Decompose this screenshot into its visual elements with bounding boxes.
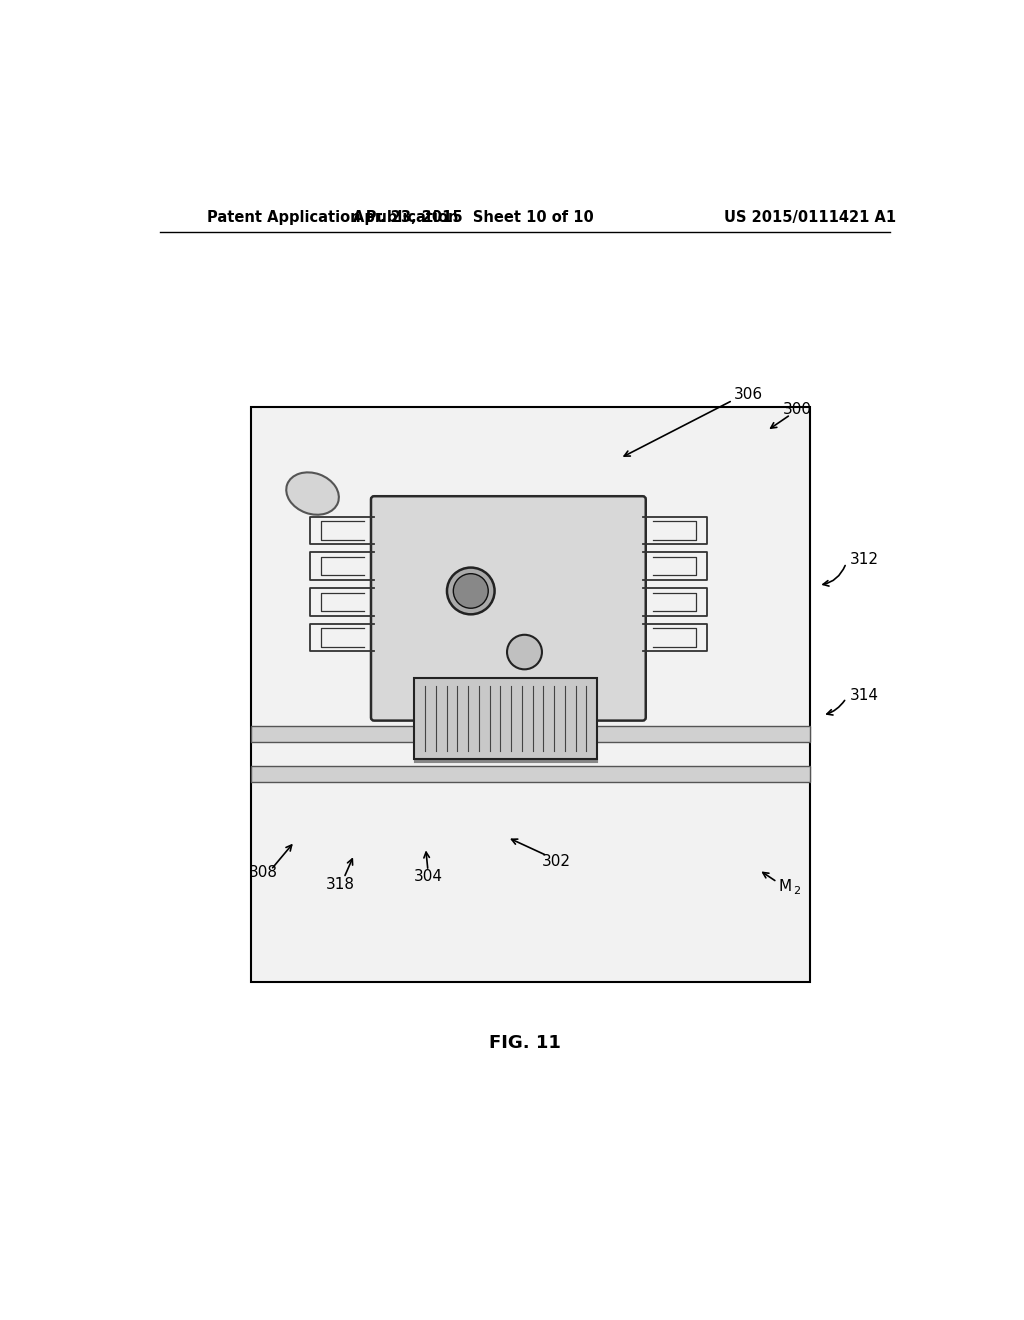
Bar xyxy=(251,767,810,783)
Text: Patent Application Publication: Patent Application Publication xyxy=(207,210,459,224)
Ellipse shape xyxy=(287,473,339,515)
Text: 300: 300 xyxy=(782,403,811,417)
Ellipse shape xyxy=(507,635,542,669)
Ellipse shape xyxy=(446,568,495,614)
Text: 315: 315 xyxy=(506,614,536,628)
FancyArrowPatch shape xyxy=(826,701,845,715)
Text: 320: 320 xyxy=(449,593,477,609)
Text: 314: 314 xyxy=(850,688,880,702)
FancyBboxPatch shape xyxy=(371,496,646,721)
Text: FIG. 11: FIG. 11 xyxy=(488,1034,561,1052)
Text: Apr. 23, 2015  Sheet 10 of 10: Apr. 23, 2015 Sheet 10 of 10 xyxy=(353,210,594,224)
Text: 322: 322 xyxy=(409,525,437,540)
Text: 302: 302 xyxy=(542,854,571,870)
Text: US 2015/0111421 A1: US 2015/0111421 A1 xyxy=(724,210,897,224)
Text: 306: 306 xyxy=(734,387,763,401)
Ellipse shape xyxy=(454,574,488,609)
Text: 304: 304 xyxy=(414,870,442,884)
Text: 318: 318 xyxy=(327,876,355,891)
Text: 316: 316 xyxy=(618,590,648,605)
Text: 308: 308 xyxy=(249,866,278,880)
Text: M: M xyxy=(778,879,792,894)
Text: 2: 2 xyxy=(793,886,800,896)
Bar xyxy=(415,678,597,759)
Bar xyxy=(251,726,810,742)
Text: 312: 312 xyxy=(850,552,880,568)
FancyArrowPatch shape xyxy=(823,565,845,586)
Bar xyxy=(251,408,810,982)
